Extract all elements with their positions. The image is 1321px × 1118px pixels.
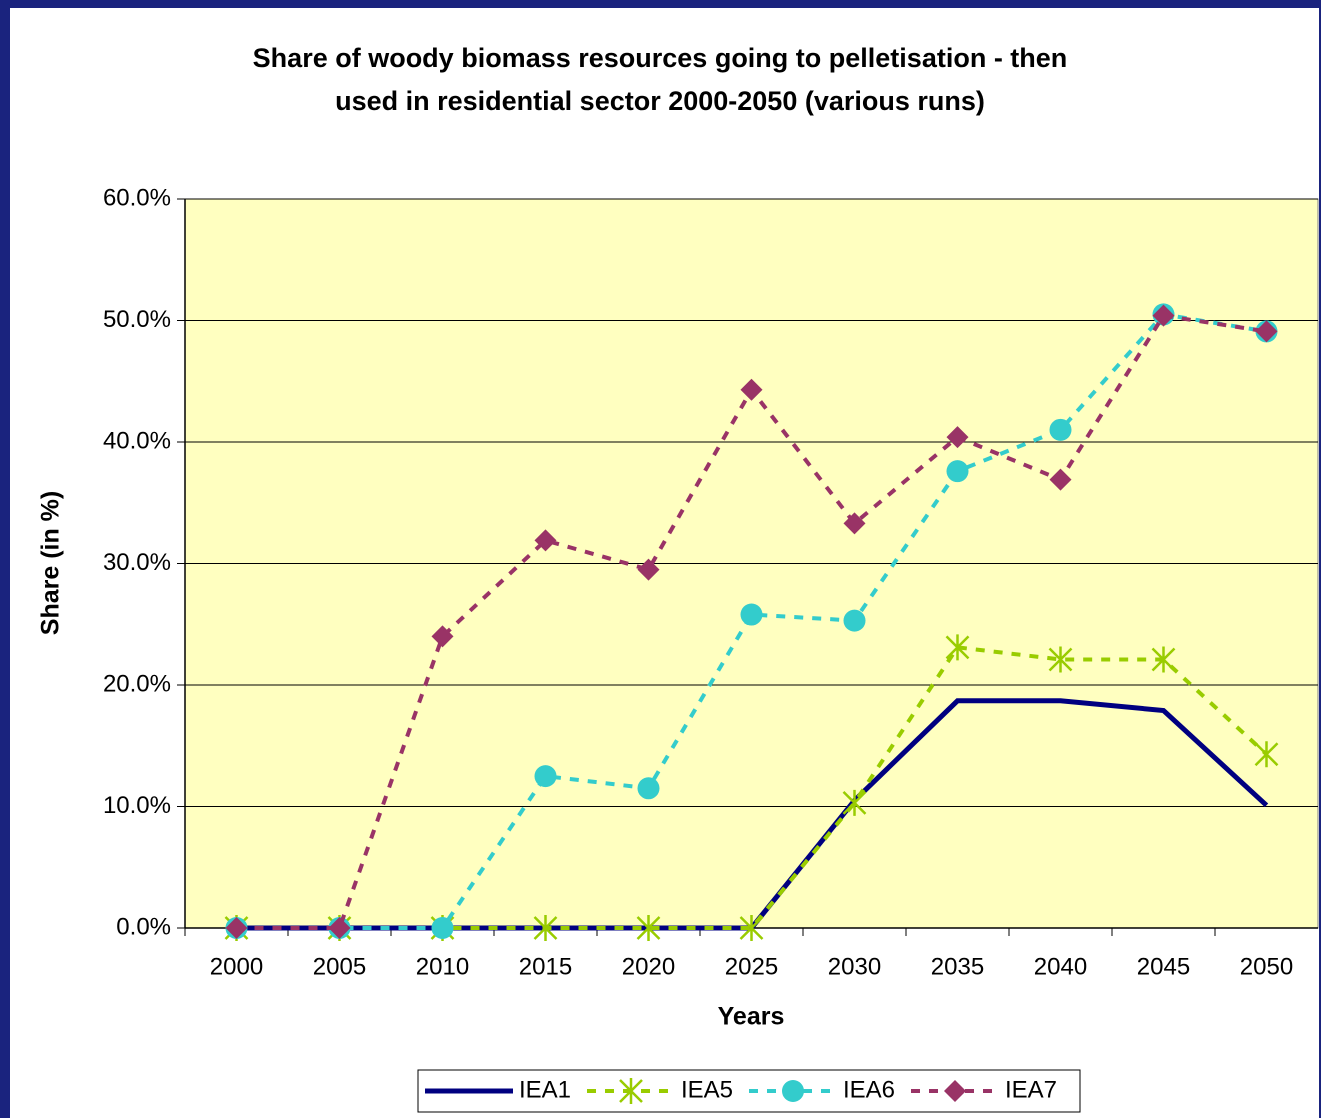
chart-title: Share of woody biomass resources going t…	[253, 43, 1068, 73]
chart-title: used in residential sector 2000-2050 (va…	[335, 86, 985, 116]
y-axis-label: Share (in %)	[37, 491, 65, 635]
y-tick-label: 10.0%	[103, 792, 171, 819]
legend-marker	[782, 1080, 804, 1102]
point	[534, 765, 557, 788]
point	[946, 426, 969, 449]
legend-label: IEA1	[519, 1076, 571, 1103]
y-tick-label: 30.0%	[103, 549, 171, 576]
x-tick-label: 2010	[416, 953, 469, 980]
point	[533, 915, 558, 941]
point	[431, 917, 454, 939]
point	[843, 609, 866, 632]
point	[534, 529, 557, 552]
x-tick-label: 2020	[622, 953, 675, 980]
x-tick-label: 2025	[725, 953, 778, 980]
y-tick-label: 0.0%	[116, 913, 171, 940]
point	[843, 512, 866, 535]
legend-marker	[619, 1078, 643, 1104]
legend-marker	[944, 1080, 966, 1102]
point	[328, 917, 351, 939]
y-tick-label: 60.0%	[103, 184, 171, 211]
point	[740, 378, 763, 401]
legend-label: IEA5	[681, 1076, 733, 1103]
series-line	[236, 312, 1267, 930]
point	[1255, 320, 1278, 343]
y-tick-label: 20.0%	[103, 670, 171, 697]
point	[637, 777, 660, 800]
point	[946, 460, 969, 483]
legend-label: IEA6	[843, 1076, 895, 1103]
x-tick-label: 2015	[519, 953, 572, 980]
point	[225, 917, 248, 939]
y-tick-label: 40.0%	[103, 427, 171, 454]
point	[1048, 646, 1073, 673]
y-tick-label: 50.0%	[103, 306, 171, 333]
point	[1049, 468, 1072, 491]
point	[740, 603, 763, 626]
point	[739, 915, 764, 941]
x-axis-label: Years	[718, 1003, 785, 1031]
point	[431, 625, 454, 648]
x-tick-label: 2035	[931, 953, 984, 980]
point	[1049, 418, 1072, 441]
x-tick-label: 2000	[210, 953, 263, 980]
point	[1151, 646, 1176, 673]
point	[945, 634, 970, 661]
point	[1152, 304, 1175, 327]
x-tick-label: 2005	[313, 953, 366, 980]
point	[636, 915, 661, 941]
point	[637, 558, 660, 581]
x-tick-label: 2050	[1240, 953, 1293, 980]
legend-label: IEA7	[1005, 1076, 1057, 1103]
point	[1254, 741, 1279, 768]
point	[842, 789, 867, 816]
x-tick-label: 2045	[1137, 953, 1190, 980]
x-tick-label: 2030	[828, 953, 881, 980]
x-tick-label: 2040	[1034, 953, 1087, 980]
